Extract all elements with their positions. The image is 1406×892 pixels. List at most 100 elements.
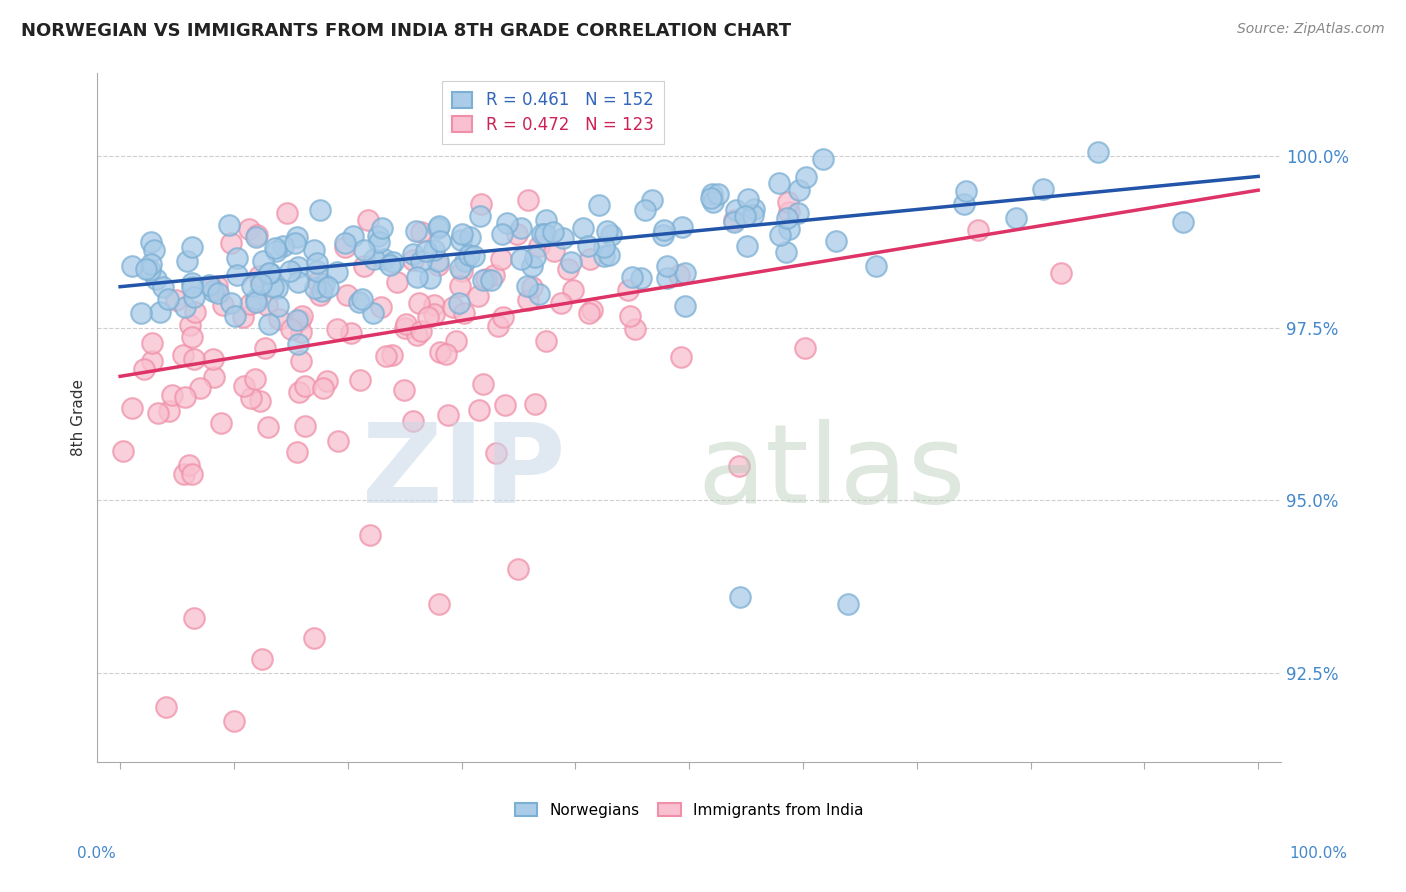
Point xyxy=(134,361,156,376)
Point xyxy=(468,209,491,223)
Point xyxy=(267,299,290,313)
Point xyxy=(304,281,326,295)
Point xyxy=(266,281,288,295)
Point xyxy=(181,329,204,343)
Point xyxy=(471,377,494,392)
Point xyxy=(675,299,697,313)
Point xyxy=(457,248,479,262)
Point xyxy=(285,445,308,459)
Point xyxy=(308,202,330,217)
Point xyxy=(174,300,197,314)
Point xyxy=(395,317,418,331)
Point xyxy=(735,238,758,252)
Point xyxy=(287,275,309,289)
Point xyxy=(429,345,451,359)
Point xyxy=(482,268,505,282)
Point xyxy=(264,244,287,258)
Point xyxy=(183,610,205,624)
Point xyxy=(288,385,311,400)
Point xyxy=(307,275,329,289)
Point xyxy=(451,264,474,278)
Point xyxy=(651,228,673,243)
Point xyxy=(287,260,309,274)
Point xyxy=(523,250,546,264)
Point xyxy=(470,197,492,211)
Point xyxy=(290,326,312,340)
Point xyxy=(263,241,285,255)
Point xyxy=(652,222,675,236)
Point xyxy=(447,296,470,310)
Point xyxy=(434,347,457,361)
Point xyxy=(485,446,508,460)
Point xyxy=(578,239,600,253)
Point xyxy=(463,249,485,263)
Point xyxy=(285,230,308,244)
Point xyxy=(825,234,848,248)
Point xyxy=(671,220,693,235)
Point xyxy=(111,444,134,458)
Point xyxy=(700,191,723,205)
Point xyxy=(671,350,693,364)
Point xyxy=(486,318,509,333)
Point xyxy=(271,238,294,252)
Point xyxy=(294,418,316,433)
Point xyxy=(146,406,169,420)
Point xyxy=(135,262,157,277)
Point xyxy=(287,336,309,351)
Point xyxy=(174,391,197,405)
Point xyxy=(426,258,449,272)
Point xyxy=(246,227,269,242)
Point xyxy=(450,233,472,247)
Point xyxy=(1171,215,1194,229)
Point xyxy=(491,227,513,241)
Point xyxy=(375,349,398,363)
Point xyxy=(441,301,464,315)
Text: Source: ZipAtlas.com: Source: ZipAtlas.com xyxy=(1237,22,1385,37)
Point xyxy=(259,266,281,280)
Point xyxy=(700,187,723,202)
Point xyxy=(257,266,280,280)
Point xyxy=(702,194,724,209)
Point xyxy=(787,184,810,198)
Point xyxy=(180,239,202,253)
Point xyxy=(392,383,415,397)
Point xyxy=(157,292,180,306)
Text: 0.0%: 0.0% xyxy=(77,847,117,861)
Point xyxy=(449,279,471,293)
Point xyxy=(221,296,243,310)
Text: atlas: atlas xyxy=(697,419,966,526)
Point xyxy=(381,348,404,362)
Point xyxy=(224,309,246,323)
Point xyxy=(188,380,211,394)
Point xyxy=(176,253,198,268)
Point xyxy=(1087,145,1109,160)
Point xyxy=(522,280,544,294)
Point xyxy=(405,224,427,238)
Point xyxy=(723,215,745,229)
Point xyxy=(415,244,437,259)
Point xyxy=(533,227,555,242)
Y-axis label: 8th Grade: 8th Grade xyxy=(72,379,86,456)
Point xyxy=(145,272,167,286)
Point xyxy=(211,298,233,312)
Point xyxy=(560,255,582,269)
Point xyxy=(328,434,350,448)
Point xyxy=(121,401,143,416)
Point xyxy=(768,177,790,191)
Point xyxy=(550,296,572,310)
Point xyxy=(402,252,425,267)
Point xyxy=(143,243,166,257)
Point xyxy=(409,324,432,338)
Point xyxy=(427,219,450,233)
Point xyxy=(245,230,267,244)
Point xyxy=(357,213,380,227)
Point xyxy=(401,414,423,428)
Point xyxy=(422,297,444,311)
Point xyxy=(707,187,730,202)
Point xyxy=(437,408,460,422)
Point xyxy=(353,259,375,273)
Point xyxy=(129,305,152,319)
Point xyxy=(294,379,316,393)
Point xyxy=(955,184,977,198)
Point xyxy=(209,416,232,430)
